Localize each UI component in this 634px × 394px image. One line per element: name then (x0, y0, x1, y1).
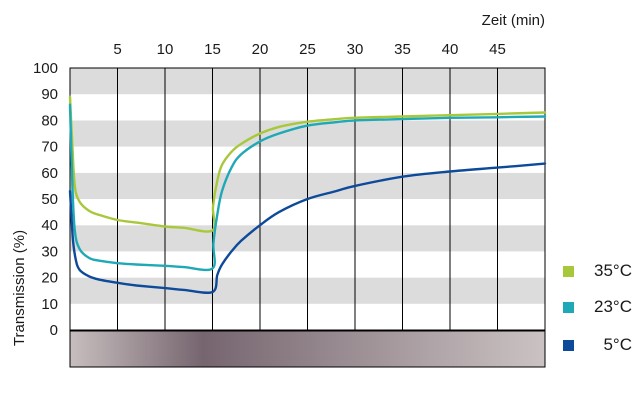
legend-label: 35°C (594, 261, 632, 280)
vertical-gridlines (117, 68, 498, 330)
y-tick-label: 20 (41, 270, 58, 287)
x-tick-label: 15 (204, 41, 221, 58)
legend-label: 5°C (603, 335, 632, 354)
y-tick-label: 70 (41, 139, 58, 156)
y-tick-label: 90 (41, 86, 58, 103)
series-line (68, 95, 547, 233)
legend-swatch (563, 340, 574, 351)
x-tick-label: 40 (442, 41, 459, 58)
series-lines (68, 95, 547, 295)
y-tick-label: 0 (50, 322, 58, 339)
y-axis-title: Transmission (%) (11, 230, 28, 346)
legend-swatch (563, 266, 574, 277)
x-tick-label: 5 (113, 41, 121, 58)
legend: 35°C 23°C 5°C (563, 261, 632, 354)
y-tick-label: 60 (41, 165, 58, 182)
legend-swatch (563, 302, 574, 313)
x-tick-label: 20 (252, 41, 269, 58)
y-tick-labels: 0 10 20 30 40 50 60 70 80 90 100 (33, 60, 58, 339)
y-tick-label: 50 (41, 191, 58, 208)
x-tick-label: 35 (394, 41, 411, 58)
y-tick-label: 80 (41, 112, 58, 129)
x-tick-labels: 5 10 15 20 25 30 35 40 45 (113, 41, 506, 58)
x-tick-label: 10 (157, 41, 174, 58)
x-tick-label: 30 (347, 41, 364, 58)
x-tick-label: 25 (299, 41, 316, 58)
time-gradient-bar (69, 330, 546, 368)
x-tick-label: 45 (489, 41, 506, 58)
y-tick-label: 40 (41, 217, 58, 234)
legend-label: 23°C (594, 297, 632, 316)
y-tick-label: 10 (41, 296, 58, 313)
series-line (68, 103, 547, 272)
y-tick-label: 100 (33, 60, 58, 77)
y-tick-label: 30 (41, 243, 58, 260)
x-axis-title: Zeit (min) (482, 12, 545, 29)
series-line (68, 162, 547, 295)
